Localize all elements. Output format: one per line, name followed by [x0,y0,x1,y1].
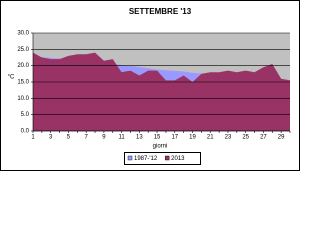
y-tick-label: 25.0 [17,47,29,53]
x-tick-label: 5 [67,135,71,141]
y-tick-label: 10.0 [17,96,29,102]
y-tick-label: 0.0 [21,129,30,135]
x-tick-label: 9 [102,135,106,141]
x-tick-label: 19 [189,135,196,141]
x-tick-label: 29 [278,135,285,141]
y-axis-label: °C [8,75,15,81]
legend-label: 2013 [171,156,185,162]
chart: SETTEMBRE '13 °C giorni 0.0 5.0 10.0 15.0 20… [0,0,300,171]
y-tick-label: 30.0 [17,31,29,37]
y-tick-label: 15.0 [17,80,29,86]
x-tick-label: 15 [154,135,161,141]
legend-box [124,152,201,165]
x-tick-label: 23 [225,135,232,141]
x-tick-label: 25 [242,135,249,141]
x-tick-label: 21 [207,135,214,141]
x-tick-label: 27 [260,135,267,141]
x-tick-label: 1 [31,135,35,141]
x-tick-label: 7 [85,135,89,141]
x-axis-label: giorni [153,144,168,150]
legend-swatch [127,155,133,161]
x-tick-label: 11 [119,135,126,141]
area [33,52,290,131]
y-tick-label: 20.0 [17,63,29,69]
legend-label: 1987-'12 [134,156,158,162]
chart-title: SETTEMBRE '13 [129,7,192,16]
y-tick-label: 5.0 [21,112,30,118]
x-tick-label: 13 [136,135,143,141]
legend-swatch [164,155,170,161]
x-tick-label: 3 [49,135,53,141]
x-tick-label: 17 [171,135,178,141]
